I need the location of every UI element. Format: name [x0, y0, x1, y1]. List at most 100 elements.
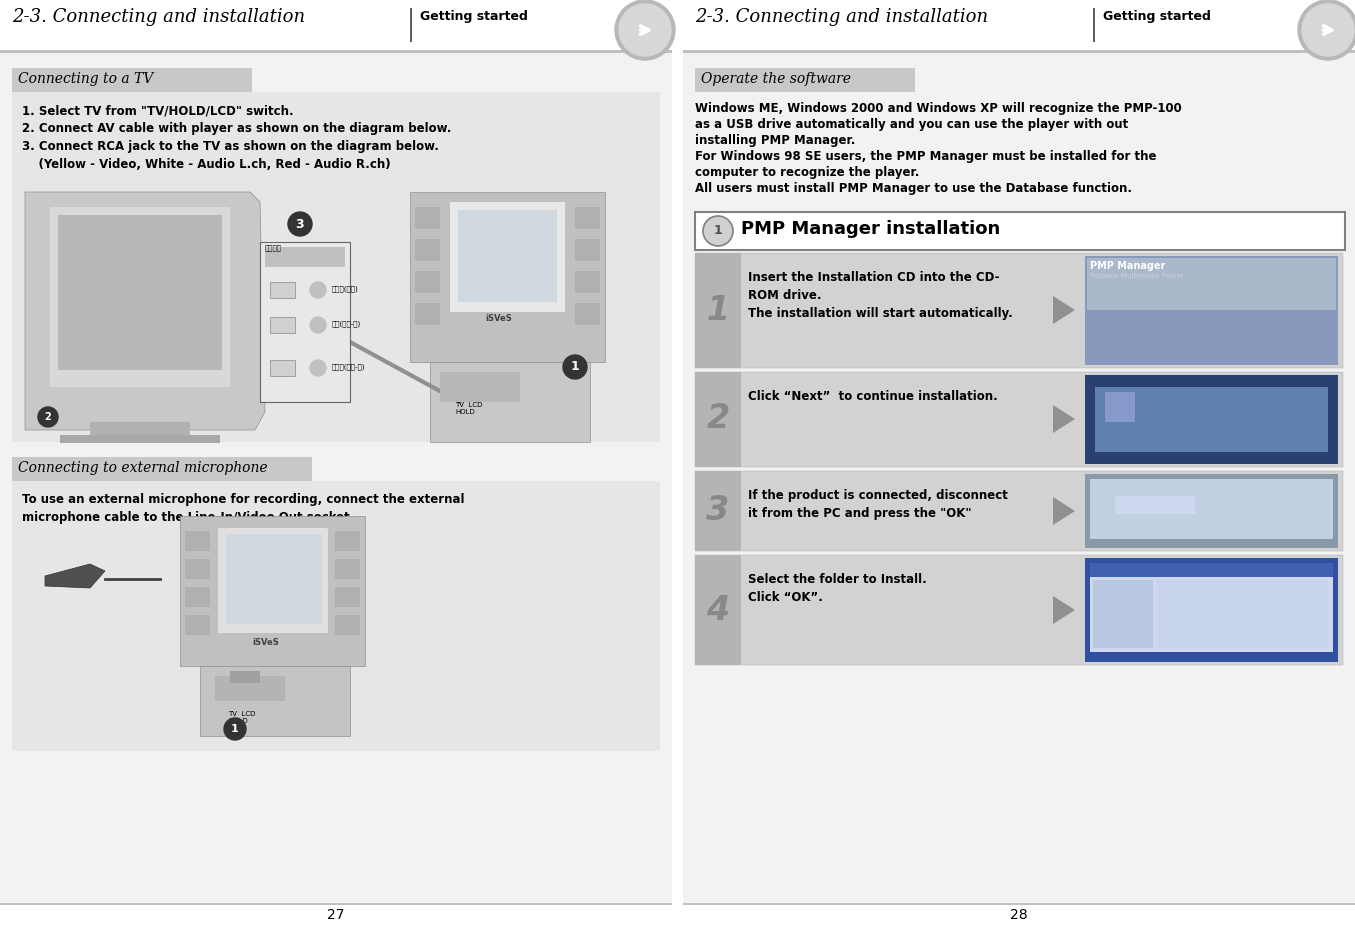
Text: 2-3. Connecting and installation: 2-3. Connecting and installation: [12, 8, 305, 26]
Bar: [266, 247, 346, 267]
Bar: [89, 422, 190, 437]
Text: Insert the Installation CD into the CD-: Insert the Installation CD into the CD-: [748, 271, 1000, 284]
Text: ROM drive.: ROM drive.: [748, 289, 821, 302]
Bar: [1087, 258, 1336, 310]
Bar: [0, 0, 672, 932]
Circle shape: [289, 212, 312, 236]
Bar: [335, 587, 360, 607]
Text: TV  LCD
HOLD: TV LCD HOLD: [455, 402, 482, 415]
Text: The installation will start automatically.: The installation will start automaticall…: [748, 307, 1012, 320]
Text: 흰색(음성-좌): 흰색(음성-좌): [332, 320, 362, 326]
Polygon shape: [1053, 405, 1075, 433]
Bar: [695, 555, 1343, 665]
Circle shape: [615, 0, 675, 60]
Circle shape: [38, 407, 58, 427]
Text: To use an external microphone for recording, connect the external: To use an external microphone for record…: [22, 493, 465, 506]
Text: If the product is connected, disconnect: If the product is connected, disconnect: [748, 489, 1008, 502]
Bar: [58, 215, 222, 370]
Bar: [1085, 375, 1337, 464]
Bar: [683, 0, 1355, 932]
Circle shape: [1302, 4, 1354, 56]
Bar: [575, 271, 600, 293]
Bar: [695, 212, 1346, 250]
Text: 2: 2: [706, 403, 729, 435]
Bar: [695, 253, 1343, 368]
Bar: [218, 528, 328, 633]
Text: 1: 1: [714, 225, 722, 238]
Text: All users must install PMP Manager to use the Database function.: All users must install PMP Manager to us…: [695, 182, 1131, 195]
Bar: [683, 905, 1355, 932]
Bar: [230, 671, 260, 683]
Bar: [695, 471, 1343, 551]
Text: 28: 28: [1011, 908, 1028, 922]
Bar: [260, 242, 350, 402]
Bar: [415, 271, 440, 293]
Bar: [0, 50, 672, 53]
Bar: [1085, 474, 1337, 548]
Bar: [335, 559, 360, 579]
Bar: [335, 615, 360, 635]
Polygon shape: [45, 564, 104, 588]
Text: Click “OK”.: Click “OK”.: [748, 591, 822, 604]
Text: Windows ME, Windows 2000 and Windows XP will recognize the PMP-100: Windows ME, Windows 2000 and Windows XP …: [695, 102, 1182, 115]
Bar: [270, 317, 295, 333]
Bar: [1085, 558, 1337, 662]
Text: For Windows 98 SE users, the PMP Manager must be installed for the: For Windows 98 SE users, the PMP Manager…: [695, 150, 1157, 163]
Circle shape: [310, 282, 327, 298]
Text: Portable Multimedia Player: Portable Multimedia Player: [1089, 273, 1184, 279]
Text: TV  LCD
HOLD: TV LCD HOLD: [228, 711, 255, 724]
Bar: [695, 253, 741, 368]
Bar: [683, 0, 1355, 50]
Text: PMP Manager installation: PMP Manager installation: [741, 220, 1000, 238]
Text: iSVeS: iSVeS: [485, 314, 512, 323]
Bar: [186, 531, 210, 551]
Text: 2. Connect AV cable with player as shown on the diagram below.: 2. Connect AV cable with player as shown…: [22, 122, 451, 135]
Text: 3. Connect RCA jack to the TV as shown on the diagram below.: 3. Connect RCA jack to the TV as shown o…: [22, 140, 439, 153]
Bar: [12, 457, 312, 481]
Bar: [215, 676, 285, 701]
Bar: [1093, 8, 1095, 42]
Circle shape: [1298, 0, 1355, 60]
Text: 3: 3: [706, 495, 729, 528]
Polygon shape: [24, 192, 266, 430]
Bar: [695, 68, 915, 92]
Bar: [415, 303, 440, 325]
Bar: [430, 362, 589, 442]
Bar: [575, 303, 600, 325]
Bar: [0, 903, 672, 905]
Text: Click “Next”  to continue installation.: Click “Next” to continue installation.: [748, 390, 997, 403]
Bar: [1085, 375, 1337, 464]
Bar: [1115, 496, 1195, 514]
Text: PMP Manager: PMP Manager: [1089, 261, 1165, 271]
Bar: [0, 905, 672, 932]
Text: installing PMP Manager.: installing PMP Manager.: [695, 134, 855, 147]
Circle shape: [703, 216, 733, 246]
Bar: [1093, 580, 1153, 648]
Bar: [1085, 558, 1337, 662]
Text: iSVeS: iSVeS: [252, 638, 279, 647]
Text: 1. Select TV from "TV/HOLD/LCD" switch.: 1. Select TV from "TV/HOLD/LCD" switch.: [22, 104, 294, 117]
Bar: [683, 903, 1355, 905]
Bar: [186, 587, 210, 607]
Bar: [1085, 474, 1337, 548]
Bar: [450, 202, 565, 312]
Bar: [1085, 256, 1337, 365]
Circle shape: [310, 317, 327, 333]
Bar: [186, 559, 210, 579]
Bar: [695, 372, 741, 467]
Text: 노란색(영상): 노란색(영상): [332, 285, 359, 292]
Bar: [415, 207, 440, 229]
Bar: [1095, 387, 1328, 452]
Bar: [1157, 580, 1328, 648]
Text: 4: 4: [706, 594, 729, 626]
Bar: [335, 531, 360, 551]
Text: 외부입력: 외부입력: [266, 244, 282, 251]
Bar: [672, 0, 683, 932]
Text: 2-3. Connecting and installation: 2-3. Connecting and installation: [695, 8, 988, 26]
Circle shape: [619, 4, 671, 56]
Bar: [12, 92, 660, 442]
Bar: [270, 360, 295, 376]
Bar: [1104, 392, 1135, 422]
Text: 1: 1: [706, 294, 729, 326]
Text: it from the PC and press the "OK": it from the PC and press the "OK": [748, 507, 972, 520]
